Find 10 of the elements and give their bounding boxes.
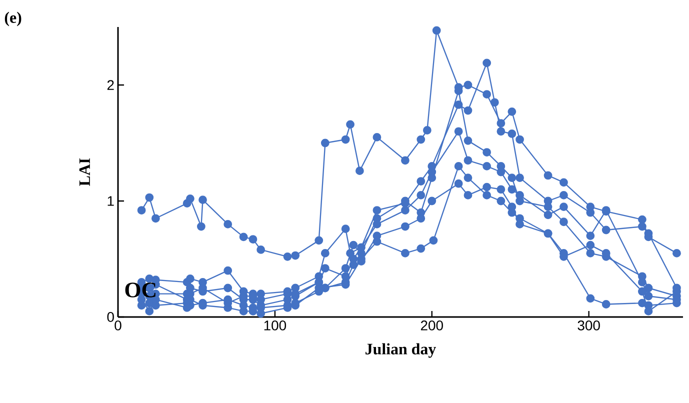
- text: (e): [4, 12, 22, 26]
- x-tick-label: 100: [264, 320, 286, 330]
- x-axis-title: Julian day: [366, 343, 436, 358]
- y-axis-title: LAI: [79, 158, 90, 186]
- x-tick-label: 0: [114, 320, 122, 330]
- x-tick-label: 200: [420, 320, 443, 330]
- x-tick-label: 300: [578, 320, 600, 330]
- y-tick-label: 1: [108, 196, 114, 206]
- y-tick-label: 2: [107, 80, 114, 90]
- y-tick-label: 0: [107, 312, 114, 322]
